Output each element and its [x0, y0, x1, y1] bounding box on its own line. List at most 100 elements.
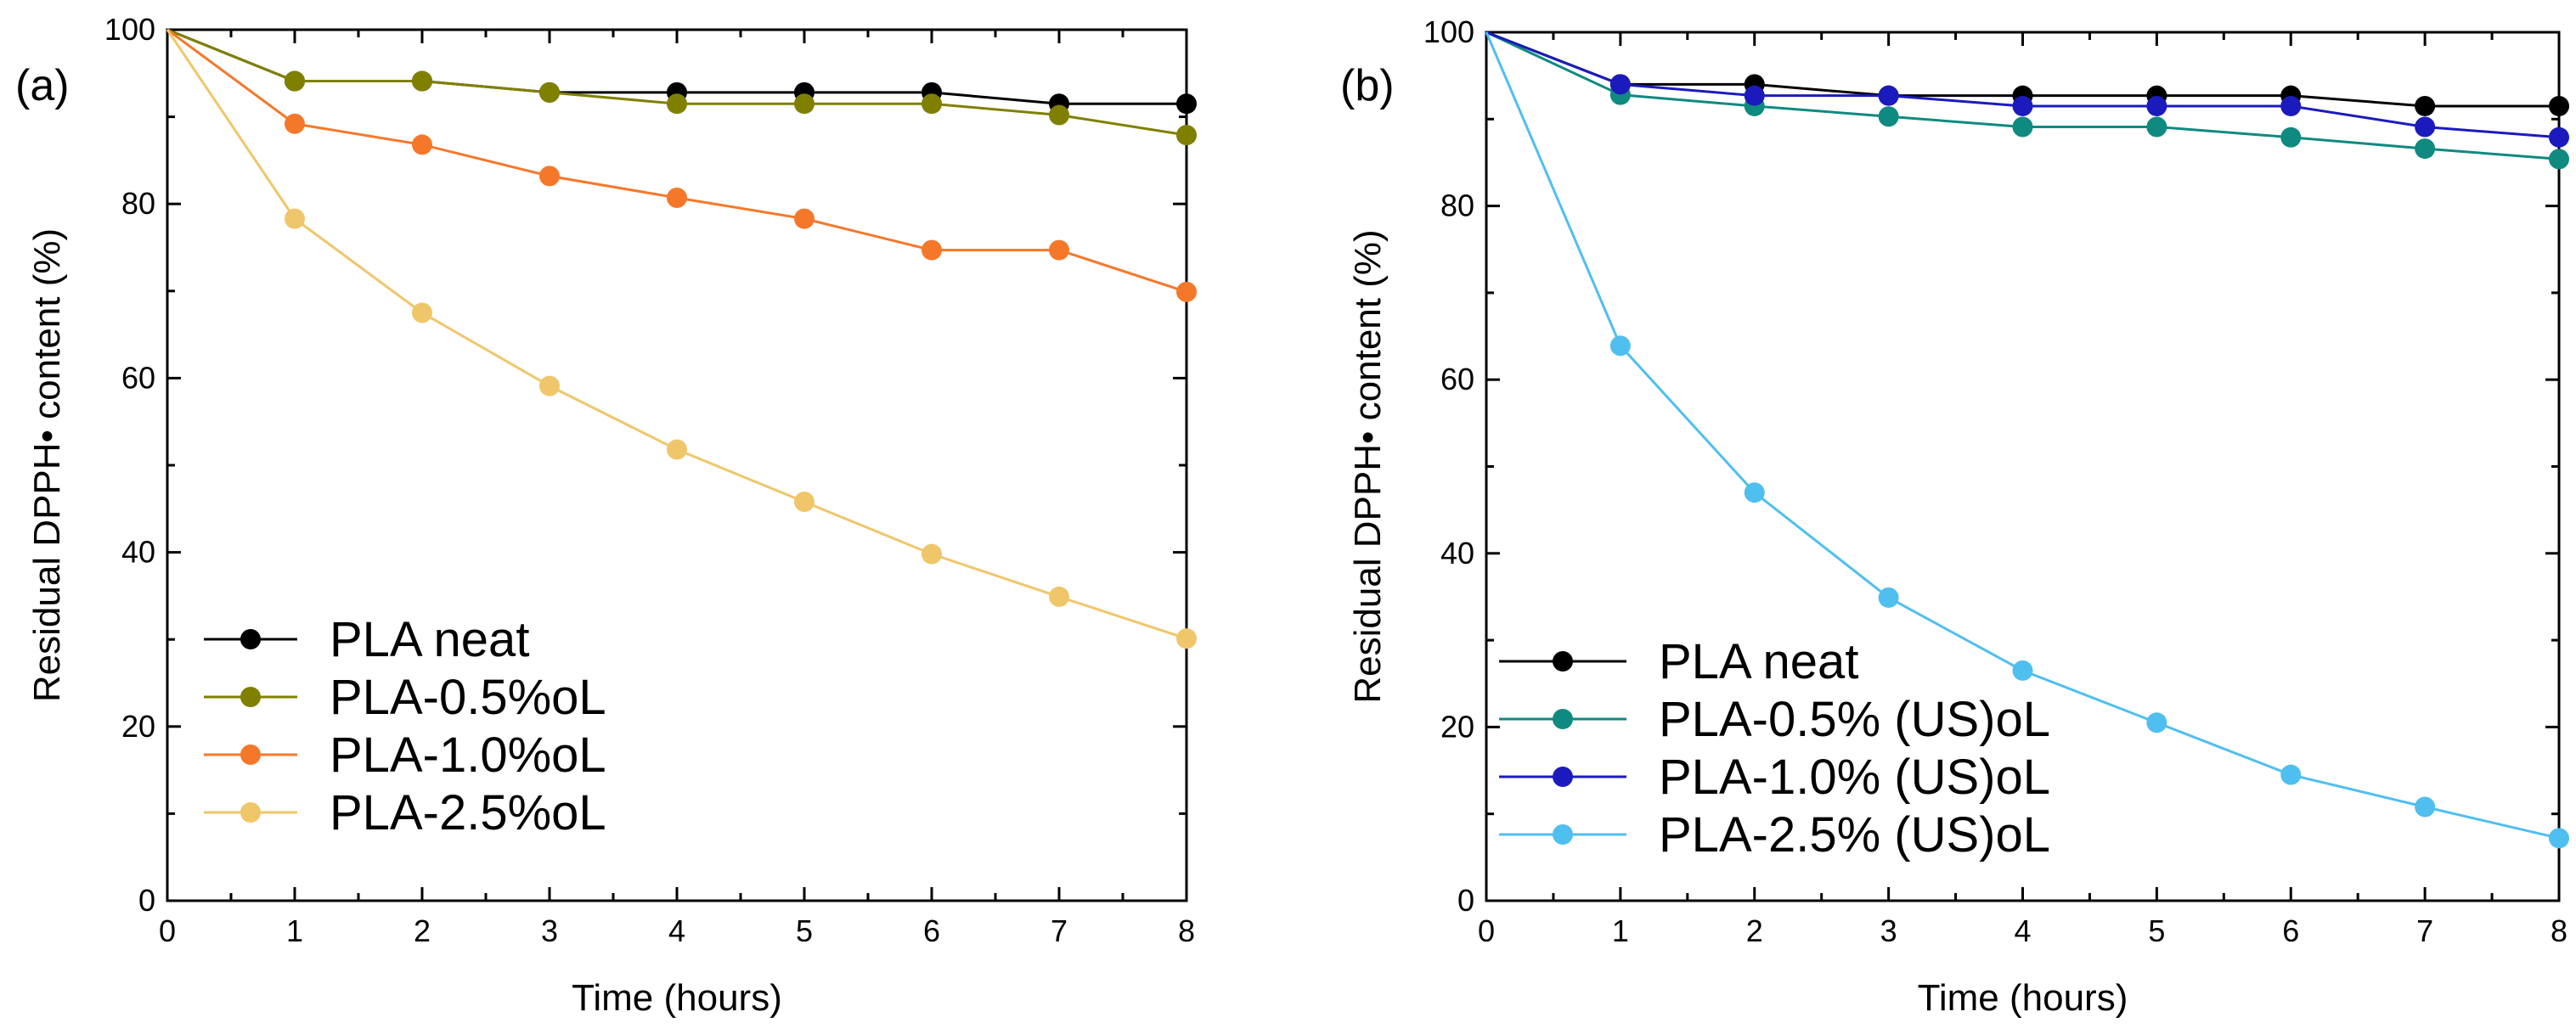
legend-marker — [240, 687, 261, 707]
x-tick-label: 5 — [796, 913, 813, 948]
y-tick-label: 20 — [121, 709, 155, 744]
x-tick-label: 4 — [668, 913, 685, 948]
x-tick-label: 5 — [2148, 913, 2165, 948]
data-point — [922, 543, 942, 565]
data-point — [667, 439, 687, 460]
y-tick-label: 20 — [1440, 709, 1474, 744]
x-tick-label: 1 — [1612, 913, 1629, 948]
x-tick-label: 3 — [541, 913, 558, 948]
data-point — [794, 492, 815, 513]
x-tick-label: 6 — [923, 913, 940, 948]
series-1 — [166, 28, 1197, 146]
legend-label: PLA-2.5% (US)oL — [1659, 807, 2050, 863]
x-tick-label: 8 — [2551, 913, 2568, 948]
x-tick-label: 2 — [1746, 913, 1763, 948]
data-point — [2012, 95, 2033, 116]
x-tick-label: 7 — [2416, 913, 2433, 948]
legend-marker — [240, 629, 261, 649]
series-3 — [1485, 31, 2569, 849]
legend-marker — [1553, 651, 1573, 672]
data-point — [1049, 239, 1069, 261]
data-point — [2549, 149, 2569, 170]
data-point — [2146, 712, 2167, 733]
panel-label: (a) — [15, 61, 70, 110]
y-axis-title: Residual DPPH• content (%) — [1347, 229, 1389, 703]
data-point — [412, 302, 432, 323]
data-point — [2012, 660, 2033, 681]
plot-frame — [166, 28, 1188, 902]
data-point — [794, 93, 815, 115]
x-tick-label: 6 — [2282, 913, 2299, 948]
series-2 — [166, 28, 1197, 302]
data-point — [1176, 93, 1197, 115]
legend-label: PLA-1.0%oL — [330, 728, 606, 783]
x-tick-label: 8 — [1178, 913, 1195, 948]
data-point — [285, 113, 305, 134]
legend-marker — [1553, 709, 1573, 729]
data-point — [2415, 116, 2436, 138]
legend-label: PLA-0.5%oL — [330, 670, 606, 725]
x-axis-title: Time (hours) — [1918, 977, 2128, 1019]
y-tick-label: 80 — [1440, 188, 1474, 223]
legend-label: PLA-0.5% (US)oL — [1659, 692, 2050, 747]
data-point — [922, 239, 942, 261]
y-tick-label: 60 — [121, 360, 155, 395]
y-tick-label: 40 — [121, 535, 155, 570]
y-tick-label: 100 — [1423, 14, 1474, 49]
series-3 — [166, 29, 1197, 649]
y-tick-label: 0 — [138, 883, 155, 918]
data-point — [1609, 335, 1631, 357]
data-point — [412, 134, 432, 155]
data-point — [922, 93, 942, 115]
y-tick-label: 100 — [104, 12, 155, 47]
data-point — [2415, 95, 2436, 116]
data-point — [2549, 95, 2569, 116]
data-point — [2549, 126, 2569, 148]
y-tick-label: 0 — [1457, 883, 1474, 918]
series-line — [166, 28, 1187, 294]
x-tick-label: 0 — [1478, 913, 1495, 948]
data-point — [285, 208, 305, 229]
series-line — [166, 29, 1187, 640]
y-axis-title: Residual DPPH• content (%) — [26, 228, 68, 702]
legend-marker — [1553, 767, 1573, 787]
y-tick-label: 40 — [1440, 536, 1474, 570]
data-point — [2415, 796, 2436, 818]
x-tick-label: 2 — [414, 913, 431, 948]
legend-label: PLA neat — [330, 612, 529, 667]
data-point — [2146, 116, 2167, 138]
legend-label: PLA-1.0% (US)oL — [1659, 750, 2050, 805]
data-point — [2549, 828, 2569, 849]
data-point — [285, 70, 305, 92]
x-tick-label: 3 — [1880, 913, 1897, 948]
data-point — [2012, 116, 2033, 138]
data-point — [412, 70, 432, 92]
data-point — [1878, 106, 1899, 127]
data-point — [667, 93, 687, 115]
y-tick-label: 60 — [1440, 362, 1474, 396]
data-point — [1176, 628, 1197, 649]
data-point — [1049, 586, 1069, 607]
data-point — [539, 375, 560, 396]
x-tick-label: 4 — [2014, 913, 2031, 948]
data-point — [1176, 281, 1197, 302]
legend-label: PLA-2.5%oL — [330, 785, 606, 840]
series-2 — [1485, 31, 2569, 148]
data-point — [1049, 104, 1069, 126]
data-point — [1609, 74, 1631, 95]
x-tick-label: 7 — [1051, 913, 1068, 948]
data-point — [1176, 125, 1197, 146]
data-point — [1744, 482, 1765, 503]
data-point — [1878, 587, 1899, 608]
data-point — [2146, 95, 2167, 116]
legend-marker — [1553, 824, 1573, 845]
panel-label: (b) — [1340, 61, 1395, 110]
data-point — [2280, 95, 2302, 116]
x-tick-label: 1 — [286, 913, 303, 948]
data-point — [539, 81, 560, 103]
data-point — [539, 166, 560, 187]
